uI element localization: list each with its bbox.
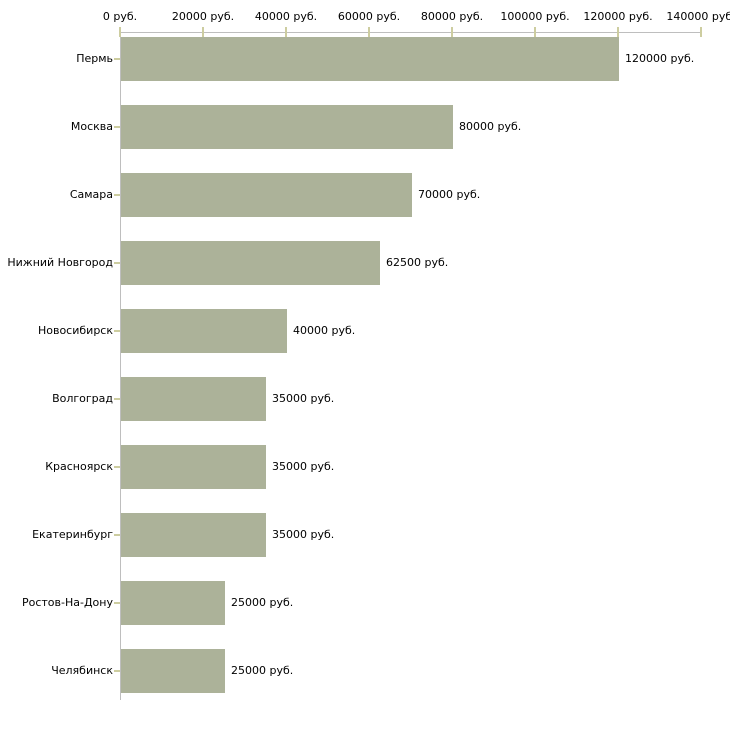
value-label: 62500 руб.: [386, 256, 449, 269]
y-axis-tick-mark: [114, 466, 120, 468]
y-axis-tick-mark: [114, 670, 120, 672]
y-axis-tick-mark: [114, 126, 120, 128]
value-label: 25000 руб.: [231, 664, 294, 677]
category-label: Екатеринбург: [32, 528, 113, 541]
bar: [121, 173, 412, 217]
category-label: Самара: [69, 188, 113, 201]
x-axis-tick-mark: [534, 27, 536, 37]
value-label: 40000 руб.: [293, 324, 356, 337]
bar: [121, 241, 380, 285]
category-label: Ростов-На-Дону: [21, 596, 113, 609]
x-axis-tick-label: 20000 руб.: [171, 10, 235, 23]
y-axis-tick-mark: [114, 262, 120, 264]
bar: [121, 445, 266, 489]
y-axis-tick-mark: [114, 58, 120, 60]
x-axis-tick-label: 60000 руб.: [337, 10, 401, 23]
value-label: 35000 руб.: [272, 392, 335, 405]
value-label: 80000 руб.: [459, 120, 522, 133]
y-axis-tick-mark: [114, 194, 120, 196]
category-label: Челябинск: [51, 664, 113, 677]
value-label: 25000 руб.: [231, 596, 294, 609]
x-axis-tick-label: 0 руб.: [102, 10, 138, 23]
bar: [121, 37, 619, 81]
category-label: Москва: [70, 120, 113, 133]
x-axis-tick-label: 140000 руб.: [666, 10, 730, 23]
x-axis-tick-mark: [285, 27, 287, 37]
bar: [121, 105, 453, 149]
category-label: Волгоград: [52, 392, 113, 405]
x-axis-line: [120, 32, 702, 33]
bar: [121, 581, 225, 625]
x-axis-tick-mark: [202, 27, 204, 37]
y-axis-line: [120, 32, 121, 700]
category-label: Нижний Новгород: [7, 256, 113, 269]
x-axis-tick-label: 120000 руб.: [583, 10, 653, 23]
category-label: Новосибирск: [37, 324, 113, 337]
x-axis-tick-mark: [617, 27, 619, 37]
bar: [121, 309, 287, 353]
x-axis-tick-mark: [119, 27, 121, 37]
y-axis-tick-mark: [114, 602, 120, 604]
x-axis-tick-mark: [700, 27, 702, 37]
x-axis-tick-label: 40000 руб.: [254, 10, 318, 23]
y-axis-tick-mark: [114, 534, 120, 536]
value-label: 35000 руб.: [272, 460, 335, 473]
x-axis-tick-mark: [451, 27, 453, 37]
x-axis-tick-label: 100000 руб.: [500, 10, 570, 23]
category-label: Пермь: [76, 52, 113, 65]
value-label: 35000 руб.: [272, 528, 335, 541]
bar: [121, 377, 266, 421]
y-axis-tick-mark: [114, 398, 120, 400]
value-label: 70000 руб.: [418, 188, 481, 201]
bar: [121, 513, 266, 557]
value-label: 120000 руб.: [625, 52, 695, 65]
x-axis-tick-mark: [368, 27, 370, 37]
bar: [121, 649, 225, 693]
category-label: Красноярск: [45, 460, 113, 473]
x-axis-tick-label: 80000 руб.: [420, 10, 484, 23]
y-axis-tick-mark: [114, 330, 120, 332]
